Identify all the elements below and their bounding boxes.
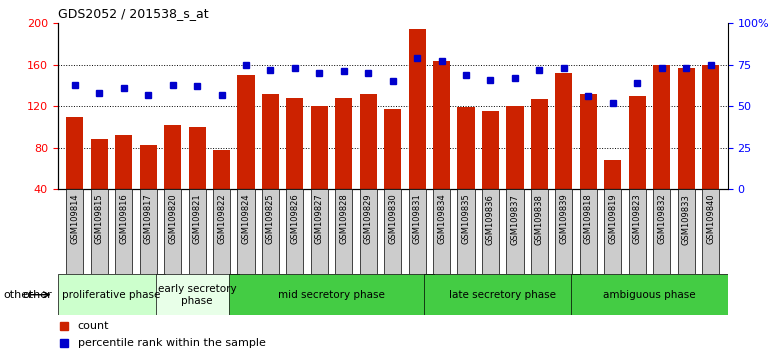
Bar [237, 75, 255, 189]
Bar [580, 94, 597, 189]
Bar [555, 189, 572, 274]
Bar [262, 189, 279, 274]
Bar [116, 189, 132, 274]
Bar [555, 73, 572, 189]
Text: late secretory phase: late secretory phase [449, 290, 556, 300]
Text: GSM109840: GSM109840 [706, 194, 715, 244]
Bar [116, 135, 132, 189]
Text: GSM109823: GSM109823 [633, 194, 641, 244]
Bar [286, 189, 303, 274]
Bar [213, 189, 230, 274]
Bar [571, 274, 728, 315]
Text: GSM109819: GSM109819 [608, 194, 618, 244]
Text: GSM109814: GSM109814 [70, 194, 79, 244]
Bar [628, 189, 646, 274]
Text: GSM109833: GSM109833 [681, 194, 691, 245]
Text: GSM109837: GSM109837 [511, 194, 520, 245]
Text: GSM109817: GSM109817 [144, 194, 152, 244]
Bar [628, 96, 646, 189]
Text: GSM109825: GSM109825 [266, 194, 275, 244]
Text: GSM109835: GSM109835 [461, 194, 470, 244]
Bar [580, 189, 597, 274]
Bar [229, 274, 434, 315]
Bar [507, 189, 524, 274]
Bar [156, 274, 239, 315]
Bar [702, 189, 719, 274]
Bar [360, 189, 377, 274]
Text: GSM109824: GSM109824 [242, 194, 250, 244]
Bar [433, 189, 450, 274]
Bar [457, 189, 474, 274]
Bar [507, 106, 524, 189]
Text: count: count [78, 321, 109, 331]
Bar [66, 116, 83, 189]
Text: GSM109838: GSM109838 [535, 194, 544, 245]
Bar [409, 189, 426, 274]
Bar [58, 274, 166, 315]
Bar [433, 62, 450, 189]
Bar [531, 189, 548, 274]
Text: ambiguous phase: ambiguous phase [603, 290, 696, 300]
Bar [335, 189, 353, 274]
Bar [189, 189, 206, 274]
Text: GSM109827: GSM109827 [315, 194, 324, 244]
Text: other: other [22, 290, 52, 300]
Bar [604, 189, 621, 274]
Text: GSM109820: GSM109820 [168, 194, 177, 244]
Bar [335, 98, 353, 189]
Bar [482, 112, 499, 189]
Text: GSM109832: GSM109832 [657, 194, 666, 244]
Text: GSM109818: GSM109818 [584, 194, 593, 244]
Text: GSM109822: GSM109822 [217, 194, 226, 244]
Text: other: other [4, 290, 34, 300]
Bar [262, 94, 279, 189]
Text: percentile rank within the sample: percentile rank within the sample [78, 338, 266, 348]
Text: GSM109836: GSM109836 [486, 194, 495, 245]
Bar [311, 189, 328, 274]
Bar [653, 189, 670, 274]
Text: GSM109821: GSM109821 [192, 194, 202, 244]
Text: GSM109826: GSM109826 [290, 194, 300, 244]
Text: mid secretory phase: mid secretory phase [278, 290, 385, 300]
Text: early secretory
phase: early secretory phase [158, 284, 236, 306]
Bar [702, 65, 719, 189]
Bar [678, 189, 695, 274]
Bar [457, 107, 474, 189]
Bar [384, 109, 401, 189]
Text: GSM109829: GSM109829 [363, 194, 373, 244]
Bar [409, 29, 426, 189]
Bar [604, 160, 621, 189]
Bar [531, 99, 548, 189]
Text: GSM109815: GSM109815 [95, 194, 104, 244]
Text: GDS2052 / 201538_s_at: GDS2052 / 201538_s_at [58, 7, 209, 20]
Text: GSM109816: GSM109816 [119, 194, 129, 244]
Bar [653, 65, 670, 189]
Bar [424, 274, 581, 315]
Bar [66, 189, 83, 274]
Text: GSM109828: GSM109828 [340, 194, 348, 244]
Bar [91, 189, 108, 274]
Bar [189, 127, 206, 189]
Bar [384, 189, 401, 274]
Bar [213, 150, 230, 189]
Bar [164, 125, 181, 189]
Text: GSM109839: GSM109839 [559, 194, 568, 244]
Bar [482, 189, 499, 274]
Bar [286, 98, 303, 189]
Bar [237, 189, 255, 274]
Bar [139, 189, 157, 274]
Bar [91, 139, 108, 189]
Text: proliferative phase: proliferative phase [62, 290, 161, 300]
Text: GSM109834: GSM109834 [437, 194, 446, 244]
Bar [139, 145, 157, 189]
Bar [360, 94, 377, 189]
Bar [164, 189, 181, 274]
Bar [678, 68, 695, 189]
Text: GSM109830: GSM109830 [388, 194, 397, 244]
Bar [311, 106, 328, 189]
Text: GSM109831: GSM109831 [413, 194, 422, 244]
